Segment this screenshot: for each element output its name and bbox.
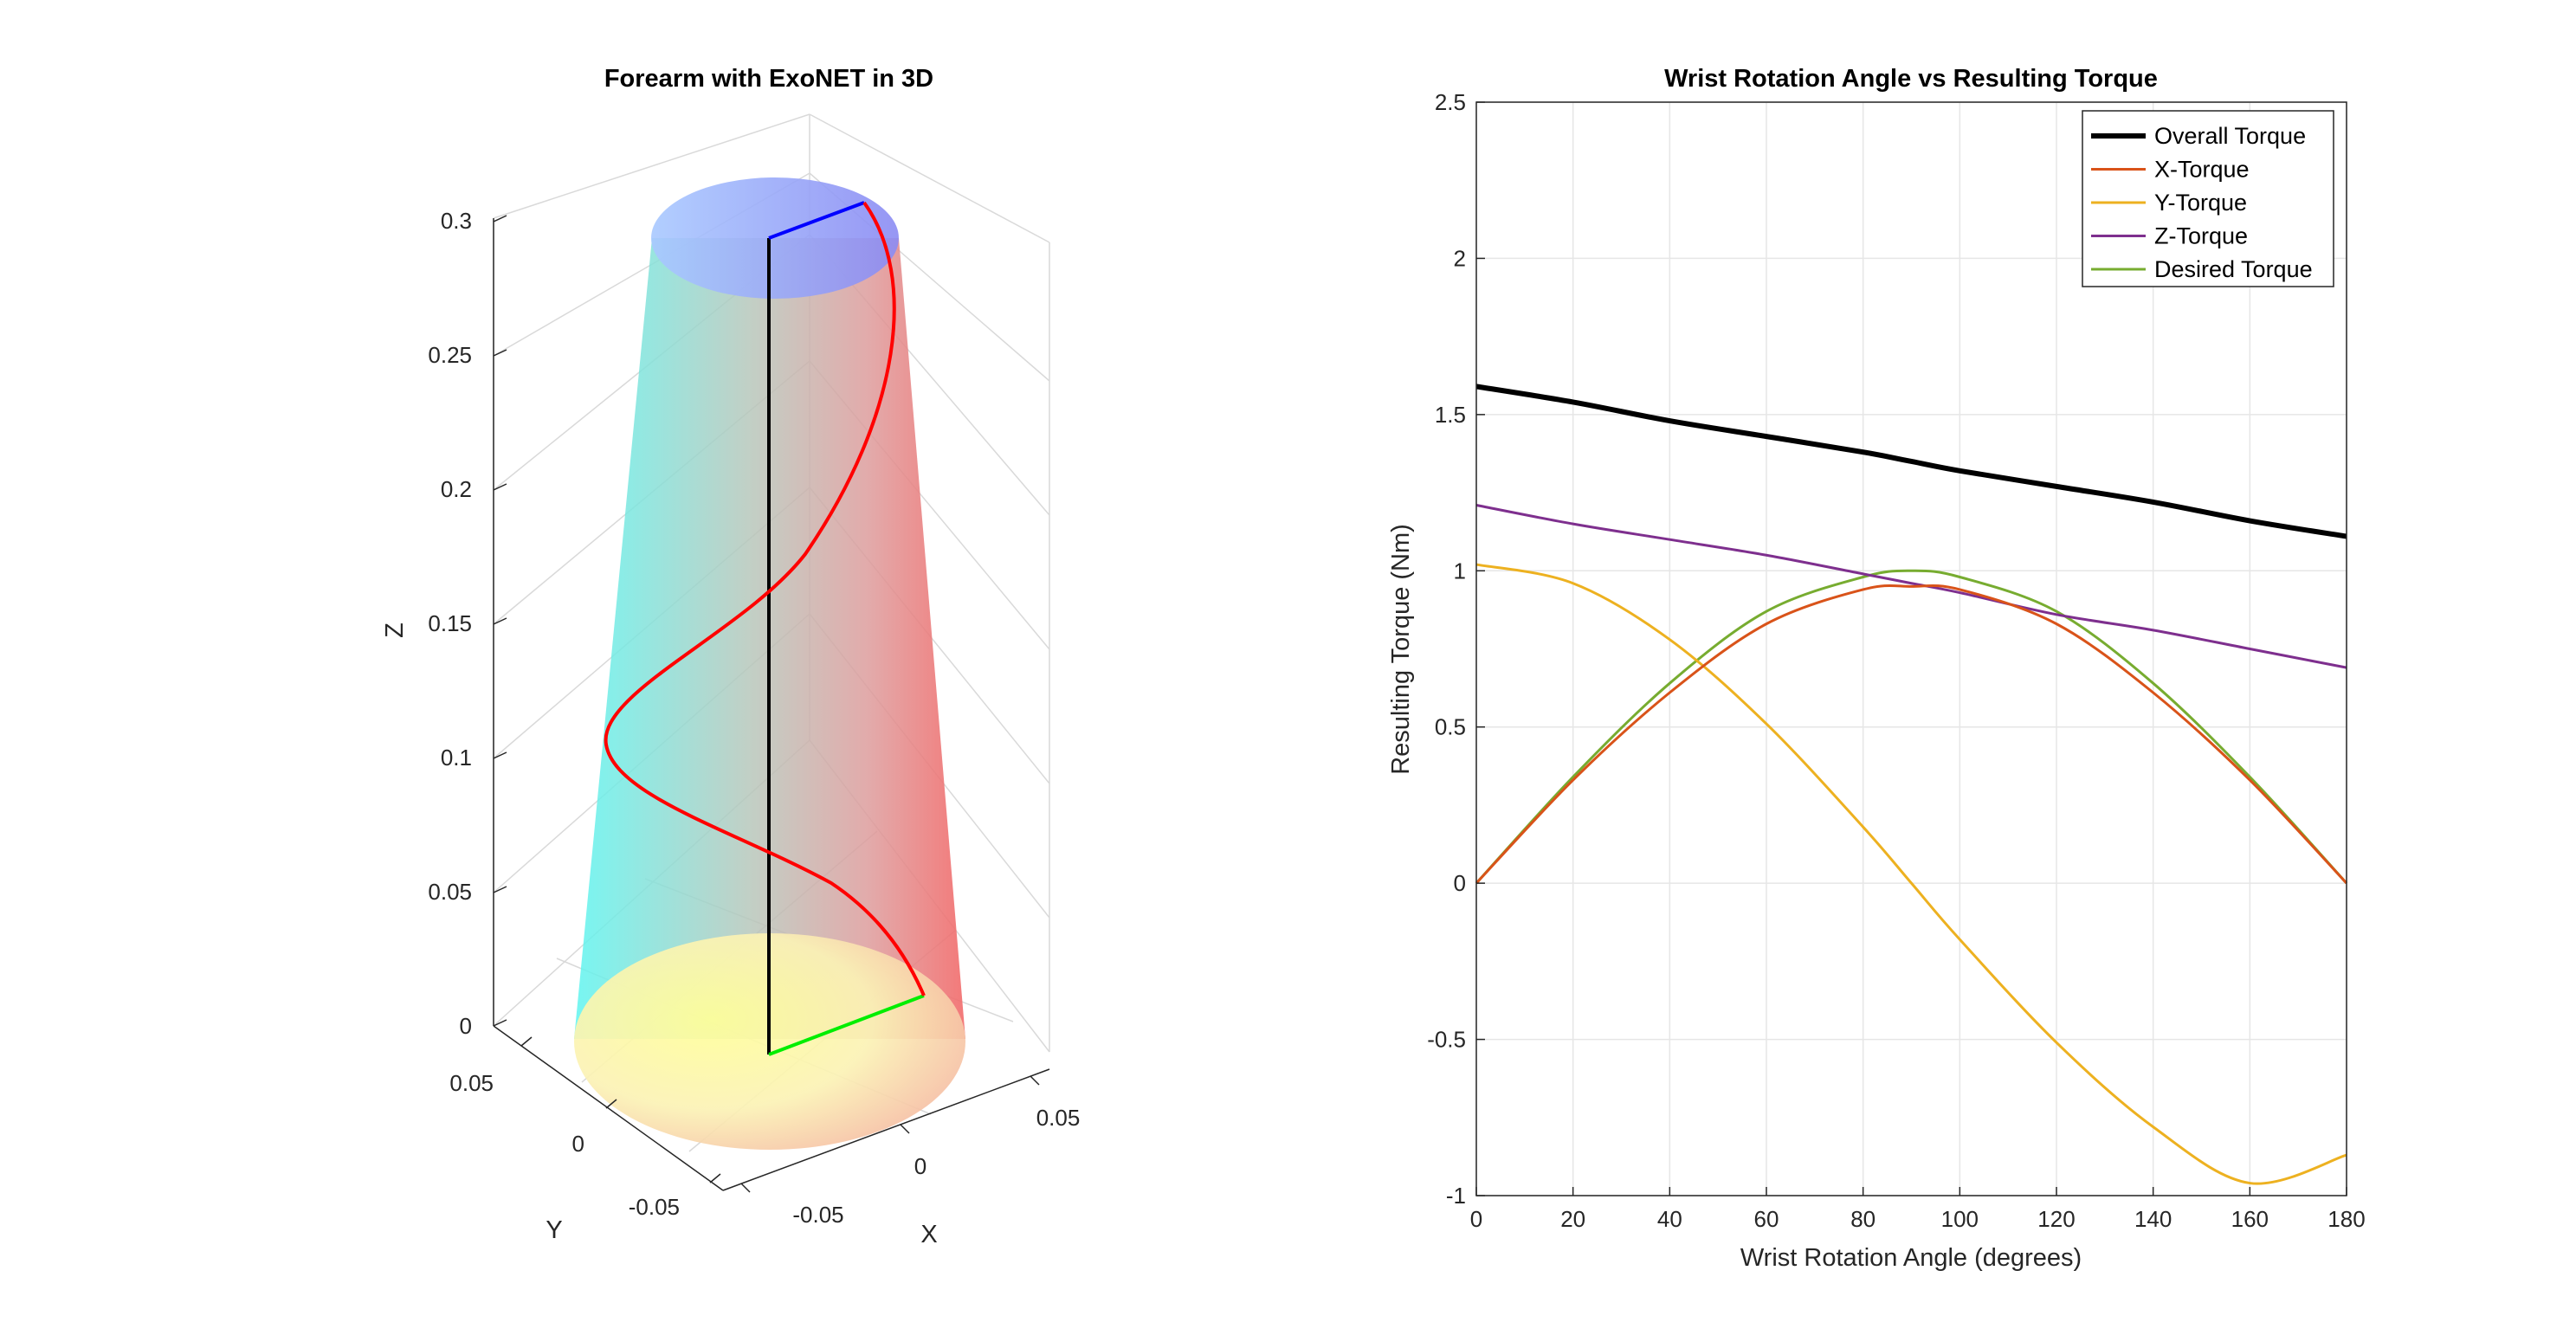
- y-tick-label: 2.5: [1435, 89, 1466, 115]
- chart-title-2d: Wrist Rotation Angle vs Resulting Torque: [1664, 65, 2158, 93]
- series-line-desired-torque: [1475, 569, 2348, 885]
- legend-label: X-Torque: [2154, 157, 2250, 183]
- cone-top-cap: [651, 177, 899, 299]
- y-tick-label: 0: [572, 1131, 584, 1157]
- z-tick-label: 0.05: [428, 879, 472, 905]
- x-tick-label: 40: [1657, 1206, 1682, 1232]
- legend-label: Z-Torque: [2154, 223, 2248, 249]
- z-tick-label: 0: [460, 1013, 472, 1039]
- y-tick-labels-3d: 0.05 0 -0.05: [449, 1036, 721, 1220]
- series-line-x-torque: [1475, 584, 2348, 885]
- z-tick-label: 0.25: [428, 342, 472, 368]
- x-tick-label: 0: [914, 1153, 926, 1179]
- x-tick-label: 0: [1470, 1206, 1482, 1232]
- 3d-axis-lines: [493, 218, 1050, 1191]
- x-tick-labels-3d: -0.05 0 0.05: [740, 1075, 1081, 1228]
- y-tick-label: 2: [1454, 245, 1466, 271]
- x-tick-labels: 0 20 40 60 80 100 120 140 160 180: [1470, 1187, 2366, 1232]
- y-tick-label: -0.5: [1427, 1027, 1466, 1053]
- series-line-y-torque: [1475, 563, 2347, 1185]
- y-tick-labels: -1 -0.5 0 0.5 1 1.5 2 2.5: [1427, 89, 1485, 1209]
- y-tick-label: 0: [1454, 870, 1466, 896]
- y-axis-label: Resulting Torque (Nm): [1387, 524, 1415, 775]
- x-tick-label: 100: [1941, 1206, 1979, 1232]
- x-tick-label: 120: [2037, 1206, 2075, 1232]
- legend: Overall Torque X-Torque Y-Torque Z-Torque De…: [2082, 110, 2334, 287]
- x-tick-label: 160: [2231, 1206, 2269, 1232]
- x-tick-label: 80: [1850, 1206, 1876, 1232]
- z-tick-label: 0.3: [441, 208, 472, 234]
- forearm-3d-panel: Forearm with ExoNET in 3D: [381, 65, 1080, 1248]
- y-tick-label: 1.5: [1435, 402, 1466, 428]
- x-tick-label: -0.05: [792, 1202, 843, 1228]
- helix-red-line: [604, 201, 926, 996]
- z-tick-labels: 0 0.05 0.1 0.15 0.2 0.25 0.3: [428, 208, 507, 1039]
- x-axis-label-3d: X: [920, 1221, 937, 1248]
- series-line-overall-torque: [1475, 384, 2347, 539]
- x-tick-label: 140: [2134, 1206, 2172, 1232]
- x-tick-label: 180: [2327, 1206, 2365, 1232]
- legend-label: Desired Torque: [2154, 256, 2313, 282]
- z-tick-label: 0.2: [441, 476, 472, 502]
- series-lines: [1475, 384, 2348, 1185]
- bottom-green-line: [768, 994, 925, 1056]
- top-blue-line: [768, 201, 865, 240]
- chart-title-3d: Forearm with ExoNET in 3D: [604, 65, 933, 93]
- series-line-z-torque: [1475, 504, 2347, 669]
- torque-line-chart-panel: Wrist Rotation Angle vs Resulting Torque…: [1387, 65, 2366, 1272]
- x-tick-label: 20: [1560, 1206, 1585, 1232]
- z-axis-label: Z: [381, 622, 409, 638]
- x-axis-label: Wrist Rotation Angle (degrees): [1740, 1244, 2082, 1272]
- plot-frame: [1475, 101, 2347, 1196]
- z-tick-label: 0.15: [428, 610, 472, 636]
- x-tick-label: 60: [1754, 1206, 1779, 1232]
- y-tick-label: 1: [1454, 558, 1466, 584]
- legend-box: [2082, 110, 2334, 287]
- legend-label: Overall Torque: [2154, 123, 2306, 149]
- y-tick-label: -1: [1446, 1183, 1466, 1209]
- z-tick-label: 0.1: [441, 745, 472, 771]
- y-tick-label: 0.5: [1435, 714, 1466, 740]
- legend-label: Y-Torque: [2154, 190, 2247, 216]
- x-tick-label: 0.05: [1036, 1105, 1081, 1131]
- y-tick-label: -0.05: [629, 1194, 680, 1220]
- y-axis-label-3d: Y: [546, 1216, 562, 1244]
- y-tick-label: 0.05: [449, 1070, 494, 1096]
